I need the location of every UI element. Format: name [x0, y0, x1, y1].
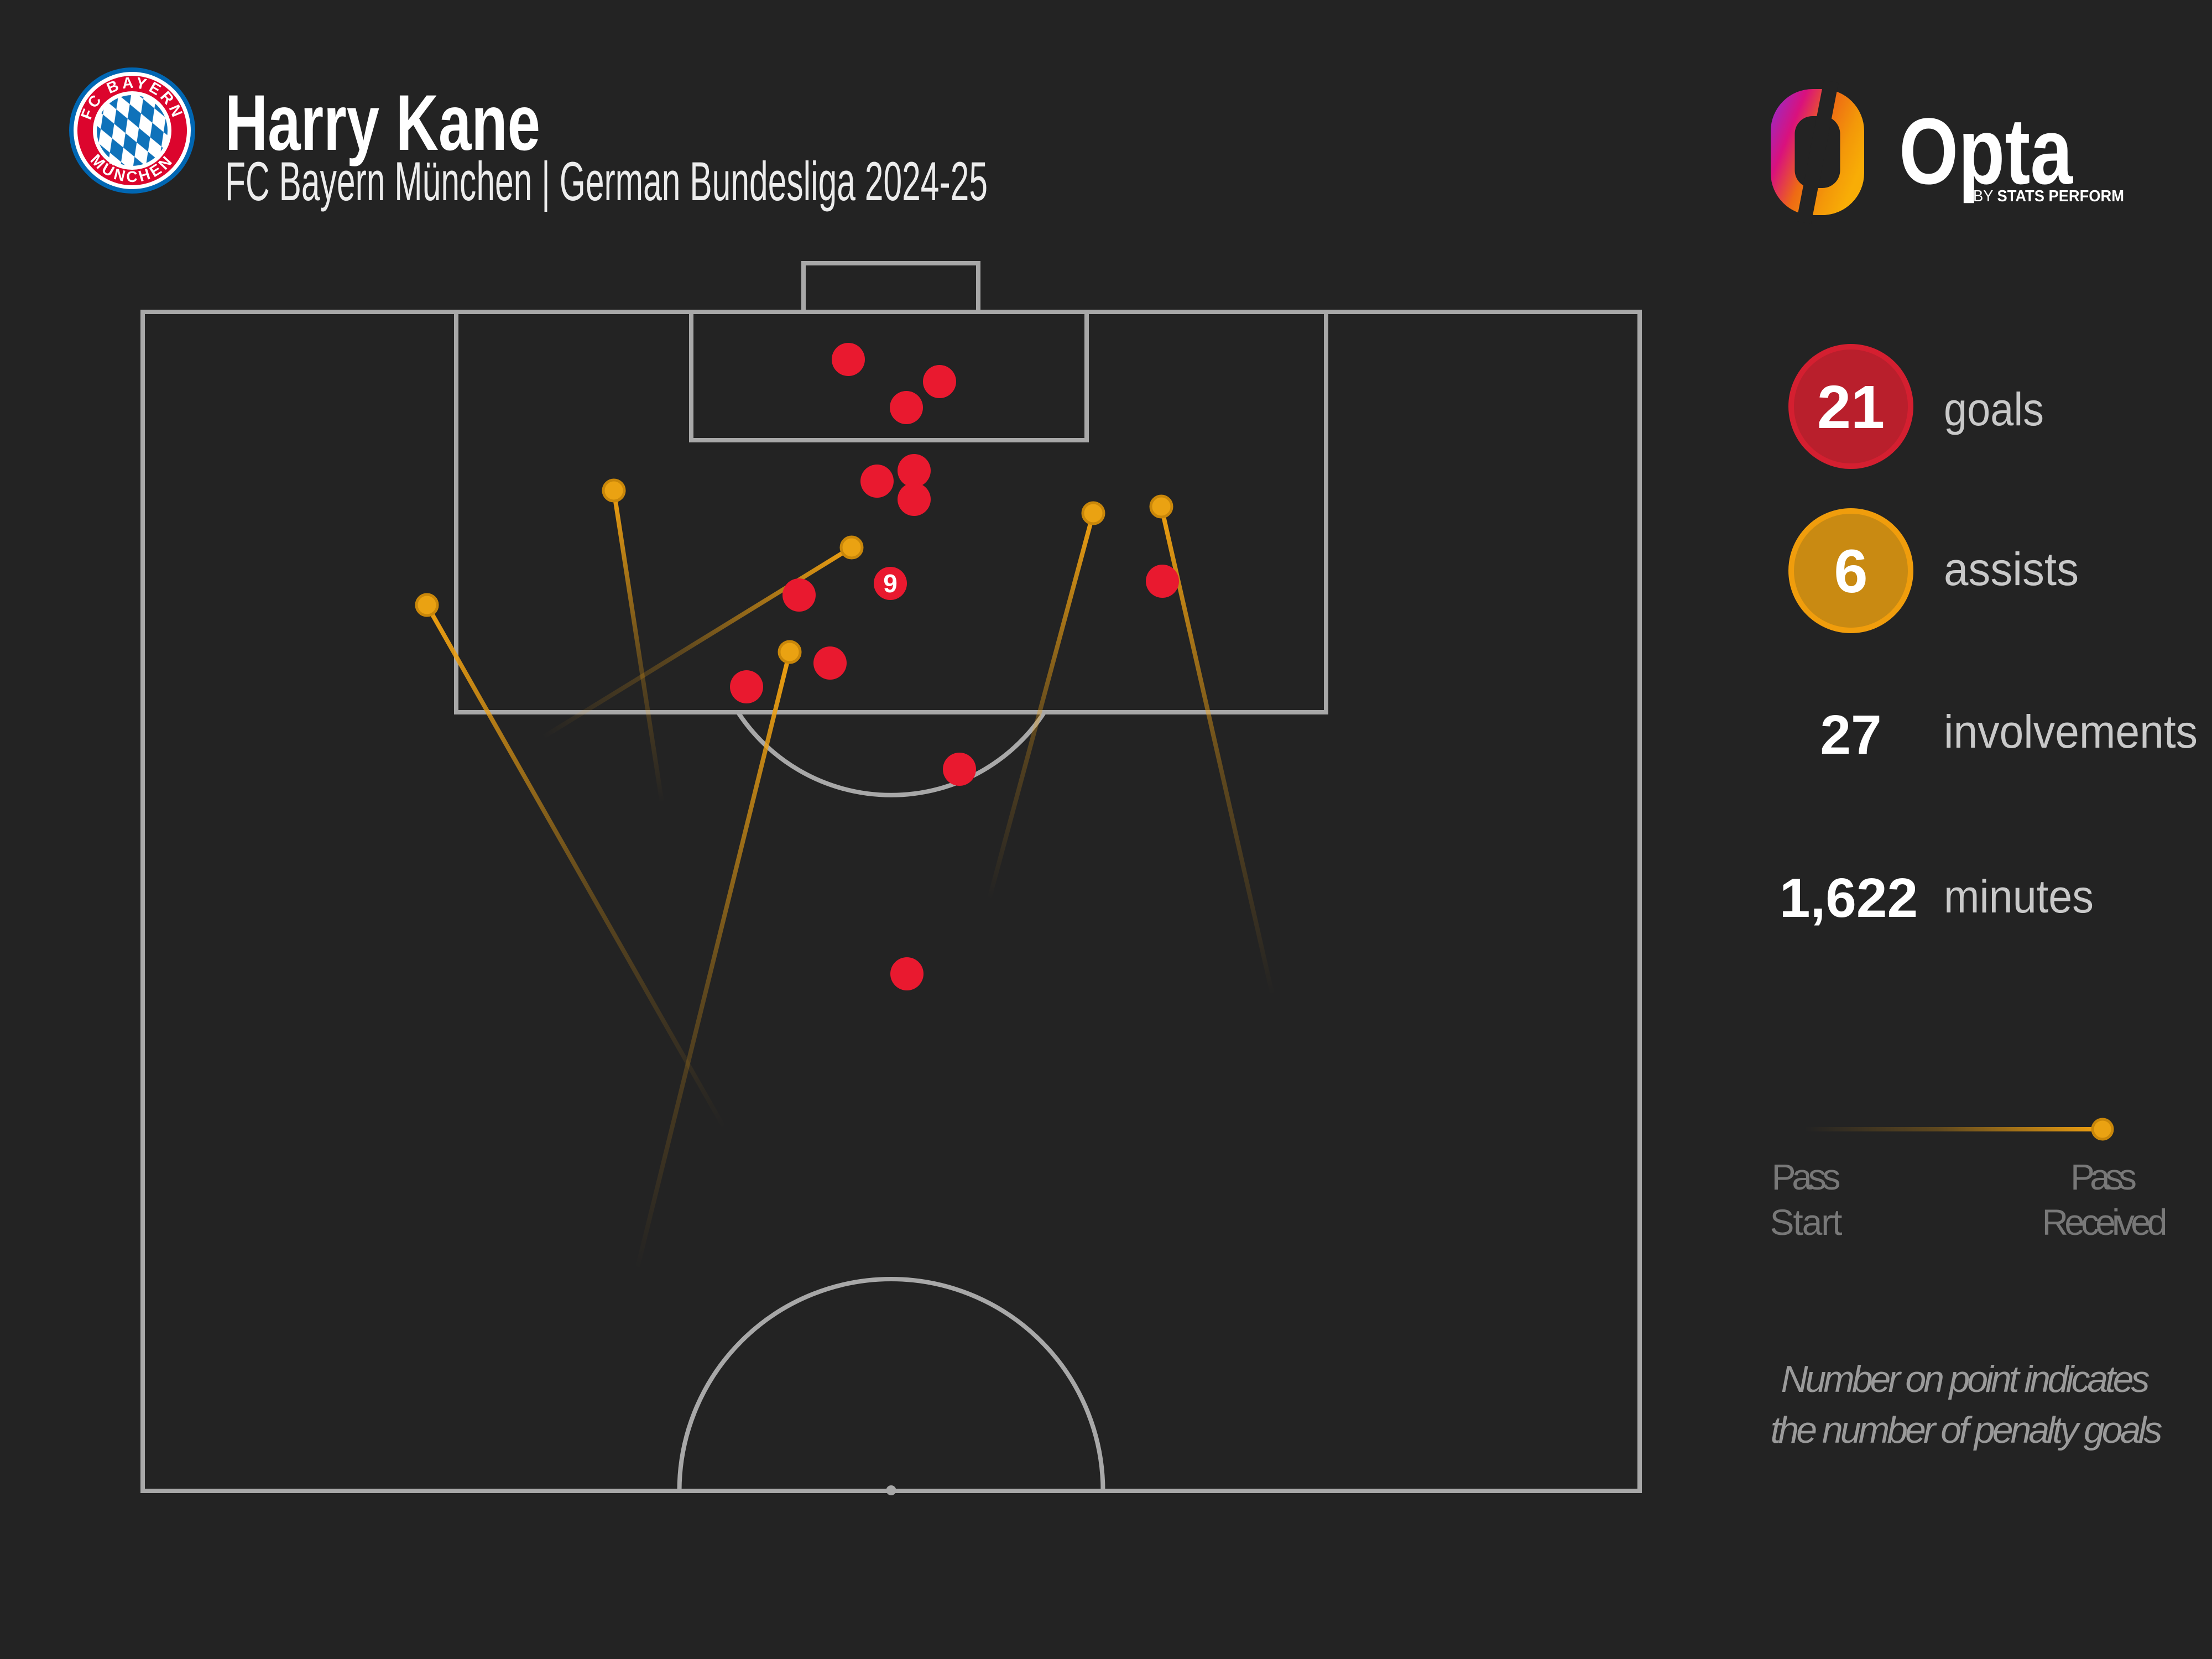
- svg-text:BY STATS PERFORM: BY STATS PERFORM: [1973, 187, 2124, 205]
- svg-text:assists: assists: [1944, 543, 2079, 595]
- svg-text:Harry Kane: Harry Kane: [225, 79, 540, 167]
- svg-text:the number of penalty goals: the number of penalty goals: [1771, 1409, 2163, 1451]
- svg-text:minutes: minutes: [1944, 870, 2094, 922]
- svg-text:Pass: Pass: [1772, 1156, 1841, 1197]
- svg-text:Start: Start: [1770, 1202, 1843, 1243]
- svg-text:Received: Received: [2042, 1202, 2168, 1243]
- svg-text:9: 9: [883, 569, 898, 598]
- svg-text:Opta: Opta: [1899, 99, 2073, 204]
- svg-text:21: 21: [1817, 373, 1885, 441]
- svg-text:1,622: 1,622: [1780, 867, 1918, 929]
- svg-text:6: 6: [1834, 538, 1867, 606]
- svg-text:involvements: involvements: [1944, 706, 2198, 758]
- svg-text:27: 27: [1820, 704, 1881, 766]
- svg-text:Pass: Pass: [2070, 1156, 2137, 1197]
- svg-text:FC Bayern München | German Bun: FC Bayern München | German Bundesliga 20…: [225, 150, 988, 212]
- svg-text:goals: goals: [1944, 383, 2044, 435]
- svg-text:Number on point indicates: Number on point indicates: [1781, 1358, 2150, 1400]
